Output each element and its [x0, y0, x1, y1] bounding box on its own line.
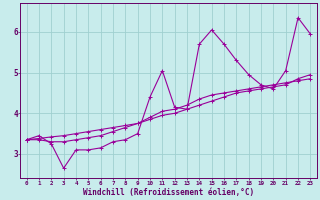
X-axis label: Windchill (Refroidissement éolien,°C): Windchill (Refroidissement éolien,°C) — [83, 188, 254, 197]
